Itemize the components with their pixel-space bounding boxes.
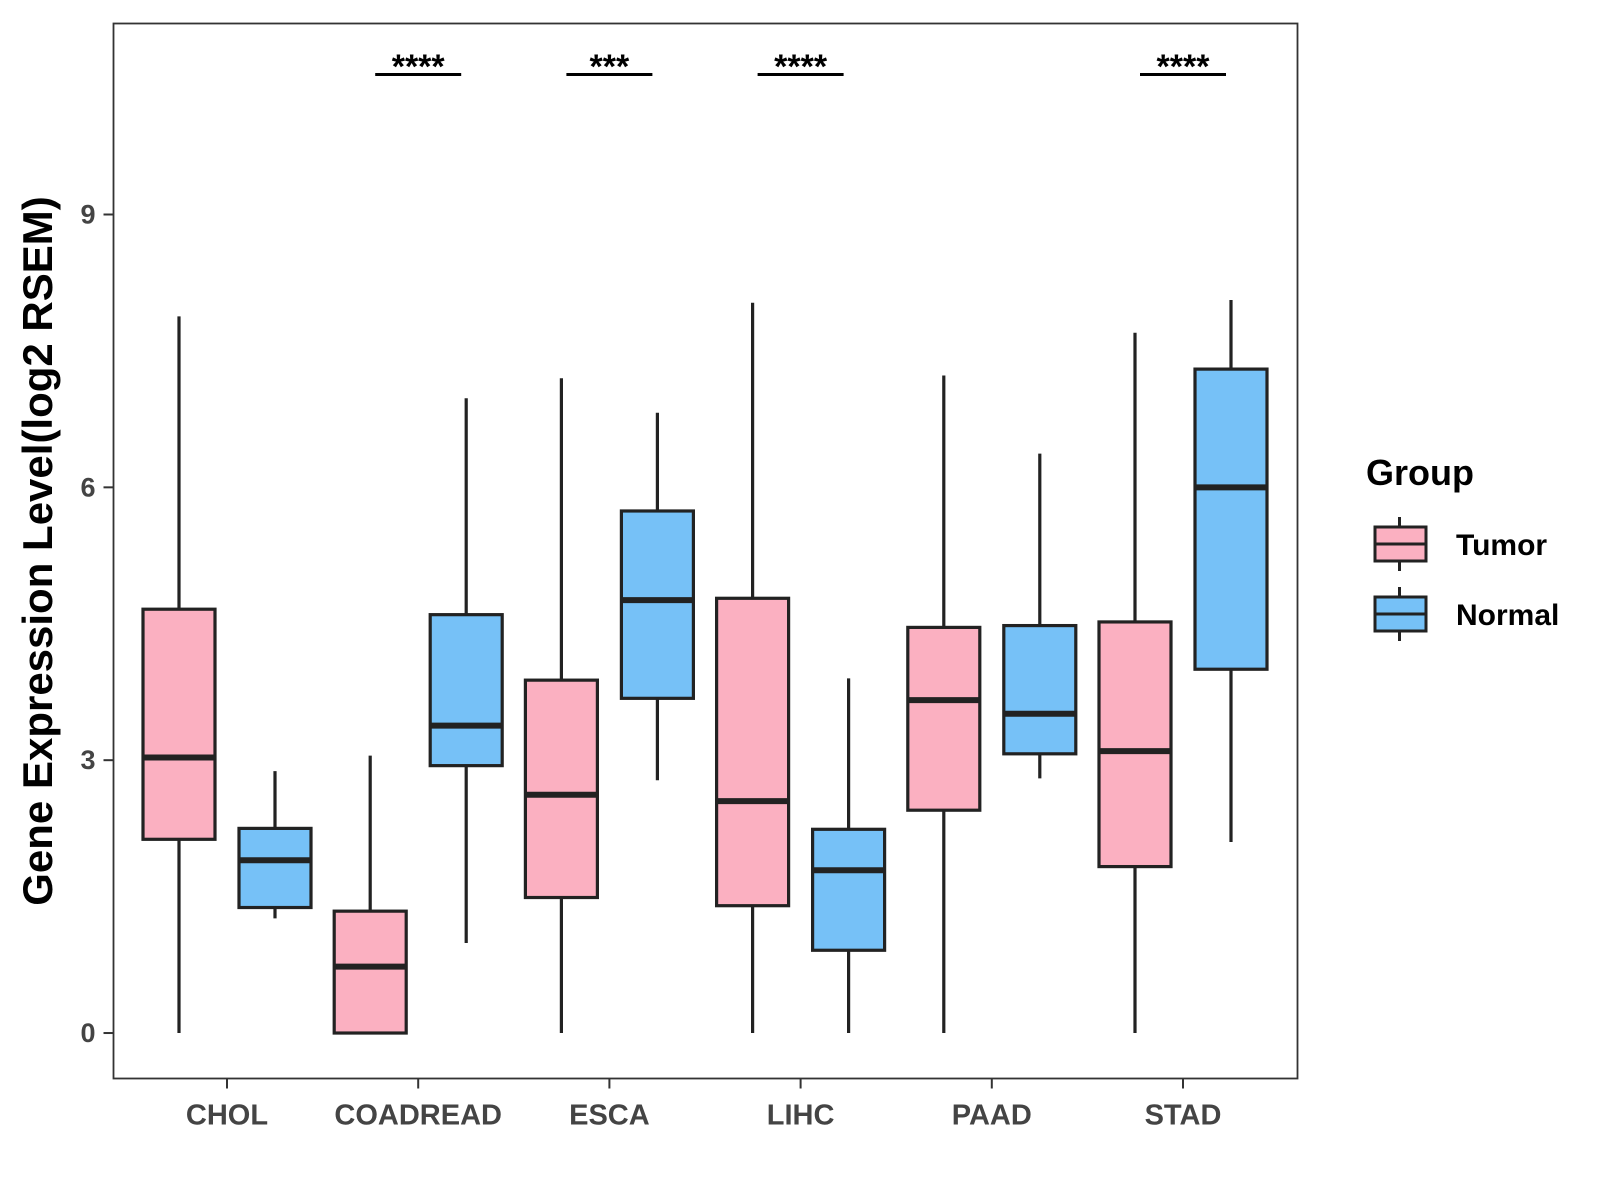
legend-item-normal: Normal bbox=[1373, 587, 1559, 641]
box-tumor-esca bbox=[523, 378, 600, 1034]
box-body bbox=[619, 509, 696, 700]
box-normal-chol bbox=[237, 771, 313, 919]
box-body bbox=[141, 607, 217, 841]
x-tick-label-paad: PAAD bbox=[952, 1100, 1032, 1132]
box-normal-esca bbox=[619, 412, 696, 781]
significance-lihc: **** bbox=[757, 48, 844, 86]
plot-panel bbox=[112, 22, 1299, 1080]
significance-label: *** bbox=[590, 48, 630, 86]
y-tick-label: 6 bbox=[80, 472, 95, 502]
x-tick-label-coadread: COADREAD bbox=[334, 1100, 502, 1132]
y-tick-label: 3 bbox=[80, 745, 95, 775]
box-normal-lihc bbox=[810, 678, 887, 1034]
legend-title: Group bbox=[1366, 452, 1474, 493]
significance-coadread: **** bbox=[375, 48, 462, 86]
y-tick-label: 9 bbox=[80, 199, 95, 229]
box-tumor-lihc bbox=[714, 302, 791, 1034]
box-tumor-coadread bbox=[332, 755, 408, 1035]
x-tick-label-chol: CHOL bbox=[186, 1100, 268, 1132]
x-tick-label-lihc: LIHC bbox=[767, 1100, 835, 1132]
legend-label: Normal bbox=[1456, 599, 1559, 632]
box-normal-stad bbox=[1193, 299, 1269, 843]
x-tick-label-stad: STAD bbox=[1145, 1100, 1222, 1132]
box-body bbox=[1097, 620, 1173, 869]
significance-stad: **** bbox=[1140, 48, 1226, 86]
box-body bbox=[1193, 367, 1269, 671]
box-body bbox=[237, 826, 313, 910]
box-body bbox=[714, 596, 791, 908]
box-body bbox=[906, 625, 982, 812]
box-body bbox=[1002, 623, 1078, 756]
box-normal-paad bbox=[1002, 453, 1078, 779]
y-tick-label: 0 bbox=[80, 1018, 95, 1048]
box-body bbox=[810, 827, 887, 952]
box-body bbox=[428, 613, 504, 768]
significance-label: **** bbox=[774, 48, 828, 86]
legend-label: Tumor bbox=[1456, 529, 1547, 562]
significance-label: **** bbox=[1157, 48, 1211, 86]
significance-esca: *** bbox=[566, 48, 653, 86]
box-tumor-paad bbox=[906, 375, 982, 1034]
box-body bbox=[523, 678, 600, 900]
box-body bbox=[332, 909, 408, 1035]
box-normal-coadread bbox=[428, 398, 504, 943]
x-tick-label-esca: ESCA bbox=[569, 1100, 650, 1132]
significance-label: **** bbox=[392, 48, 446, 86]
legend-item-tumor: Tumor bbox=[1373, 517, 1547, 571]
y-axis-label: Gene Expression Level(log2 RSEM) bbox=[14, 196, 61, 906]
box-tumor-stad bbox=[1097, 332, 1173, 1034]
box-tumor-chol bbox=[141, 316, 217, 1034]
